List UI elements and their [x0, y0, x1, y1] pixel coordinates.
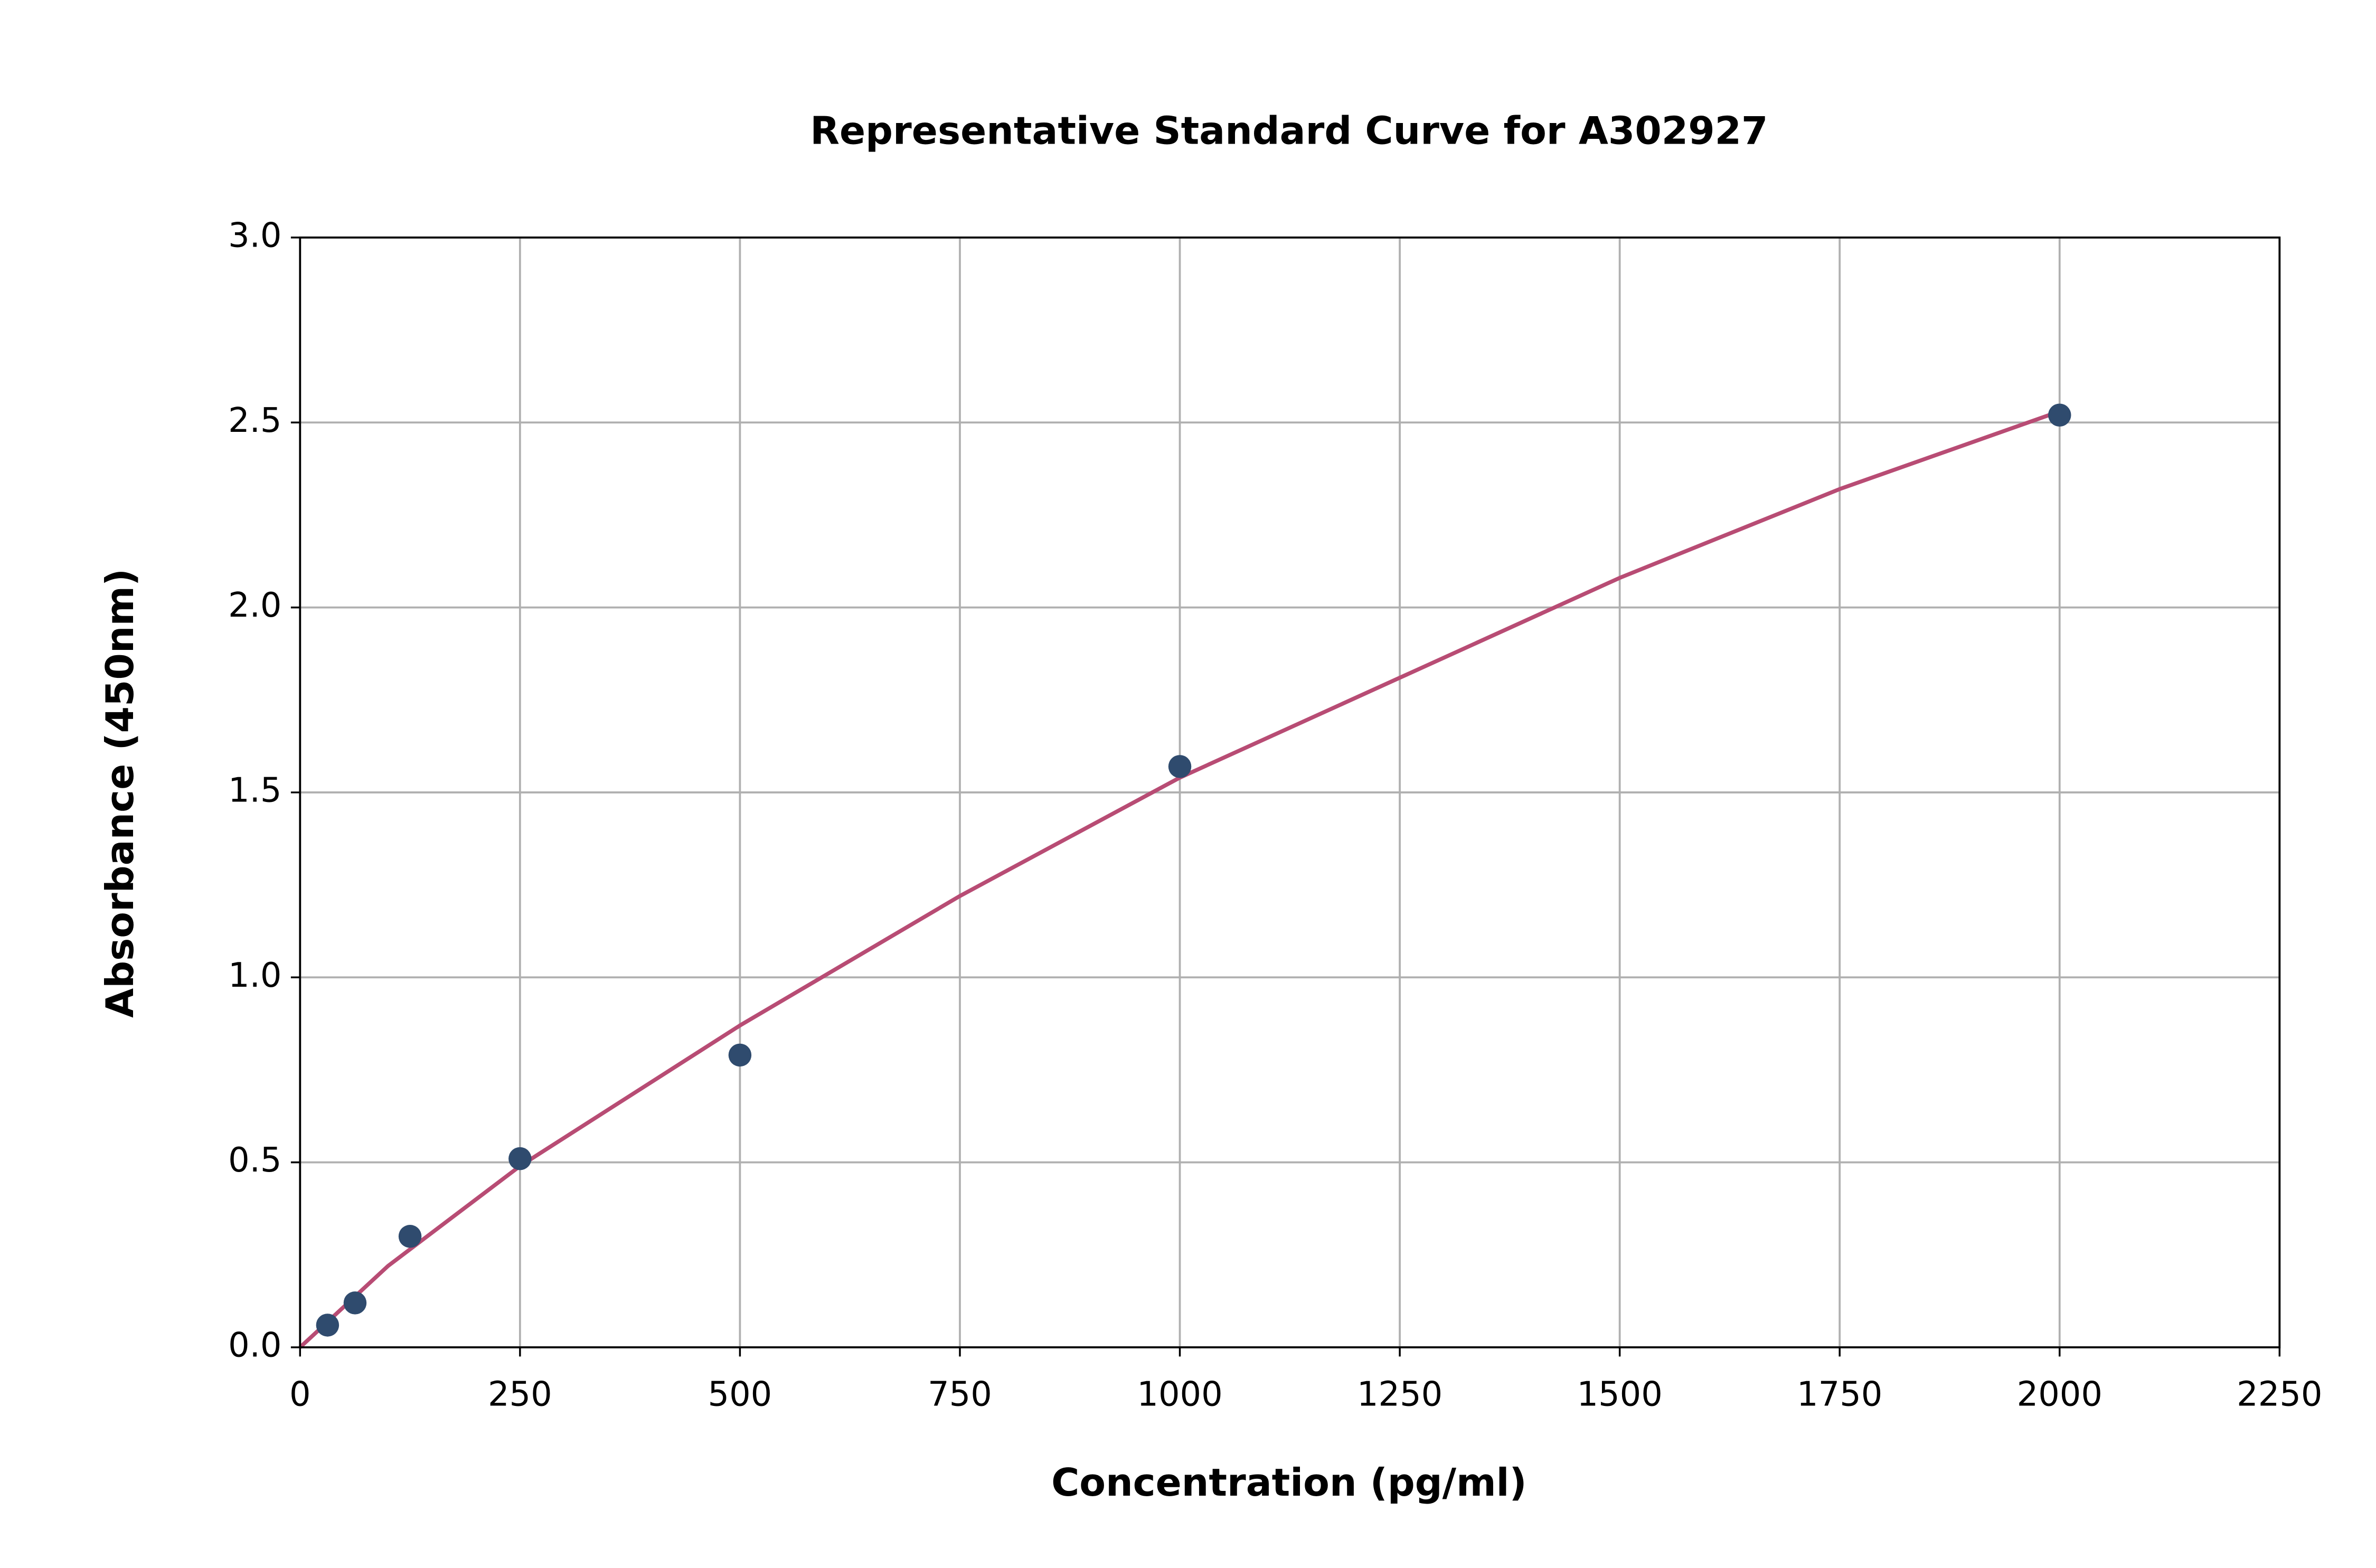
y-tick-label: 2.5: [228, 401, 281, 440]
fit-curve: [298, 409, 2061, 1349]
x-tick-label: 2250: [2237, 1375, 2322, 1414]
data-point: [728, 1043, 752, 1067]
x-tick-label: 750: [928, 1375, 992, 1414]
data-point: [343, 1291, 367, 1315]
x-axis-label: Concentration (pg/ml): [1051, 1461, 1526, 1505]
data-point: [316, 1314, 340, 1337]
y-tick-label: 1.0: [228, 956, 281, 995]
x-tick-label: 2000: [2017, 1375, 2102, 1414]
data-point: [2048, 403, 2071, 427]
x-tick-label: 500: [708, 1375, 772, 1414]
y-tick-label: 3.0: [228, 216, 281, 255]
y-tick-label: 0.5: [228, 1141, 281, 1180]
data-point: [508, 1147, 532, 1170]
data-point: [398, 1225, 422, 1248]
y-tick-label: 1.5: [228, 771, 281, 810]
tick-labels: 0 250 500 750 1000 1250 1500 1750 2000 2250 0.0 0.5…: [228, 216, 2322, 1414]
x-tick-label: 1000: [1137, 1375, 1222, 1414]
y-tick-label: 0.0: [228, 1326, 281, 1365]
data-point: [1168, 755, 1192, 778]
x-tick-label: 1750: [1797, 1375, 1882, 1414]
grid: [299, 236, 2281, 1348]
y-tick-label: 2.0: [228, 586, 281, 625]
y-axis-label: Absorbance (450nm): [98, 569, 143, 1018]
x-tick-label: 1500: [1577, 1375, 1663, 1414]
x-tick-label: 1250: [1357, 1375, 1442, 1414]
x-tick-label: 0: [289, 1375, 311, 1414]
plot-area: [298, 403, 2071, 1349]
chart-title: Representative Standard Curve for A30292…: [810, 109, 1768, 154]
x-tick-label: 250: [488, 1375, 552, 1414]
